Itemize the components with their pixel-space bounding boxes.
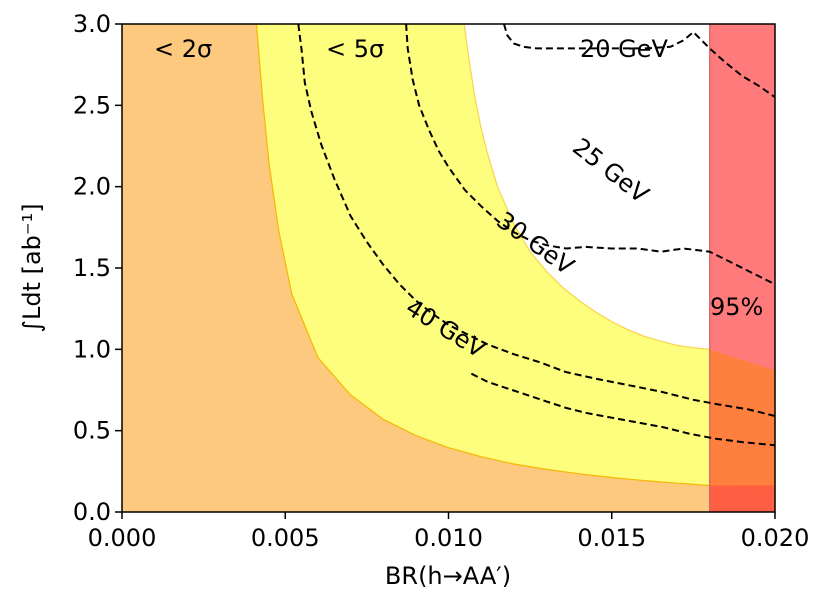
y-tick-label: 0.5: [73, 417, 111, 445]
y-tick-label: 2.5: [73, 91, 111, 119]
region-5sigma-fill: [256, 24, 775, 490]
y-tick-label: 1.5: [73, 254, 111, 282]
x-tick-label: 0.010: [414, 524, 483, 552]
boundary-2sigma: [255, 24, 775, 490]
x-tick-label: 0.015: [577, 524, 646, 552]
contour-label-20gev: 20 GeV: [580, 35, 669, 63]
contour-line-30gev: [297, 24, 775, 417]
x-axis-label: BR(h→AA′): [385, 562, 511, 590]
y-tick-label: 1.0: [73, 335, 111, 363]
excluded-region-label: 95%: [710, 293, 763, 321]
region-label-2sigma: < 2σ: [154, 35, 212, 63]
contour-line-40gev: [470, 372, 775, 447]
y-tick-label: 2.0: [73, 173, 111, 201]
x-tick-label: 0.020: [741, 524, 810, 552]
region-label-5sigma: < 5σ: [326, 35, 384, 63]
contour-line-25gev: [405, 24, 775, 286]
boundary-5sigma: [463, 24, 775, 350]
plot-area: [122, 24, 775, 512]
x-tick-label: 0.005: [251, 524, 320, 552]
axis-ticks: 0.000 0.005 0.010 0.015 0.020 0.0 0.5 1.0 1.5 2.0…: [73, 10, 810, 552]
contour-line-20gev: [503, 24, 775, 99]
y-axis-label: ∫Ldt [ab⁻¹]: [18, 203, 46, 332]
y-tick-label: 0.0: [73, 498, 111, 526]
x-tick-label: 0.000: [88, 524, 157, 552]
overlap-5sigma-excluded: [709, 349, 775, 490]
region-2sigma-fill: [122, 24, 775, 512]
y-tick-label: 3.0: [73, 10, 111, 38]
overlap-2sigma-excluded: [709, 485, 775, 512]
